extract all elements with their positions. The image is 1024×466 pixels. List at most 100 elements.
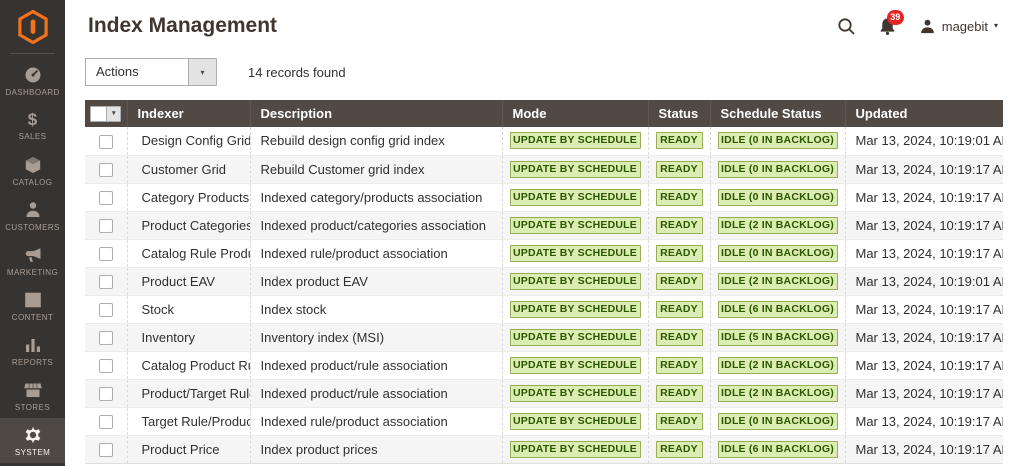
- column-header-updated: Updated: [845, 100, 1003, 127]
- indexer-cell: Product/Target Rule: [127, 379, 250, 407]
- sidebar-item-label: MARKETING: [7, 268, 58, 277]
- sidebar-item-system[interactable]: SYSTEM: [0, 418, 65, 463]
- mode-badge: UPDATE BY SCHEDULE: [510, 357, 641, 374]
- schedule-status-badge: IDLE (6 IN BACKLOG): [718, 301, 838, 318]
- row-checkbox[interactable]: [99, 247, 113, 261]
- table-header-row: ▾ Indexer Description Mode Status Schedu…: [85, 100, 1003, 127]
- sales-icon: $: [28, 111, 37, 129]
- mode-badge: UPDATE BY SCHEDULE: [510, 441, 641, 458]
- sidebar-item-stores[interactable]: STORES: [0, 373, 65, 418]
- updated-cell: Mar 13, 2024, 10:19:17 AM: [845, 351, 1003, 379]
- sidebar-item-label: SYSTEM: [15, 448, 50, 457]
- row-checkbox[interactable]: [99, 303, 113, 317]
- schedule-status-badge: IDLE (0 IN BACKLOG): [718, 189, 838, 206]
- indexer-cell: Catalog Product Rule: [127, 351, 250, 379]
- sidebar-item-label: STORES: [15, 403, 50, 412]
- header-actions: 39 magebit ▾: [837, 17, 998, 36]
- description-cell: Index stock: [250, 295, 502, 323]
- indexer-cell: Inventory: [127, 323, 250, 351]
- indexer-cell: Catalog Rule Product: [127, 239, 250, 267]
- mode-badge: UPDATE BY SCHEDULE: [510, 217, 641, 234]
- sidebar-item-marketing[interactable]: MARKETING: [0, 238, 65, 283]
- search-icon: [837, 17, 856, 36]
- indexer-cell: Stock: [127, 295, 250, 323]
- table-row: Product Categories Indexed product/categ…: [85, 211, 1003, 239]
- mode-badge: UPDATE BY SCHEDULE: [510, 189, 641, 206]
- table-row: Inventory Inventory index (MSI) UPDATE B…: [85, 323, 1003, 351]
- table-row: Design Config Grid Rebuild design config…: [85, 127, 1003, 155]
- table-row: Customer Grid Rebuild Customer grid inde…: [85, 155, 1003, 183]
- sidebar-item-dashboard[interactable]: DASHBOARD: [0, 58, 65, 103]
- row-checkbox[interactable]: [99, 443, 113, 457]
- row-checkbox[interactable]: [99, 163, 113, 177]
- description-cell: Indexed rule/product association: [250, 239, 502, 267]
- schedule-status-badge: IDLE (0 IN BACKLOG): [718, 132, 838, 149]
- sidebar-divider: [10, 53, 55, 54]
- indexer-cell: Target Rule/Product: [127, 407, 250, 435]
- actions-dropdown[interactable]: Actions ▾: [85, 58, 217, 86]
- row-checkbox[interactable]: [99, 191, 113, 205]
- table-row: Catalog Product Rule Indexed product/rul…: [85, 351, 1003, 379]
- table-row: Product/Target Rule Indexed product/rule…: [85, 379, 1003, 407]
- indexer-cell: Customer Grid: [127, 155, 250, 183]
- catalog-icon: [23, 155, 43, 175]
- column-header-status: Status: [648, 100, 710, 127]
- chevron-down-icon: ▾: [188, 59, 216, 85]
- actions-dropdown-label: Actions: [86, 59, 188, 85]
- column-header-indexer: Indexer: [127, 100, 250, 127]
- global-search-button[interactable]: [837, 17, 856, 36]
- updated-cell: Mar 13, 2024, 10:19:17 AM: [845, 155, 1003, 183]
- description-cell: Indexed product/rule association: [250, 351, 502, 379]
- table-row: Catalog Rule Product Indexed rule/produc…: [85, 239, 1003, 267]
- table-row: Category Products Indexed category/produ…: [85, 183, 1003, 211]
- row-checkbox[interactable]: [99, 387, 113, 401]
- sidebar-item-label: CATALOG: [13, 178, 53, 187]
- row-checkbox[interactable]: [99, 331, 113, 345]
- mode-badge: UPDATE BY SCHEDULE: [510, 385, 641, 402]
- sidebar-item-label: CUSTOMERS: [5, 223, 60, 232]
- row-checkbox[interactable]: [99, 219, 113, 233]
- table-row: Stock Index stock UPDATE BY SCHEDULE REA…: [85, 295, 1003, 323]
- user-menu[interactable]: magebit ▾: [919, 18, 998, 35]
- column-header-description: Description: [250, 100, 502, 127]
- magento-logo[interactable]: [0, 0, 65, 53]
- records-count: 14 records found: [248, 65, 346, 80]
- sidebar-item-label: DASHBOARD: [5, 88, 59, 97]
- mode-badge: UPDATE BY SCHEDULE: [510, 132, 641, 149]
- row-checkbox[interactable]: [99, 359, 113, 373]
- schedule-status-badge: IDLE (2 IN BACKLOG): [718, 385, 838, 402]
- status-badge: READY: [656, 273, 703, 290]
- updated-cell: Mar 13, 2024, 10:19:01 AM: [845, 267, 1003, 295]
- notifications-button[interactable]: 39: [878, 17, 897, 36]
- sidebar-item-sales[interactable]: $ SALES: [0, 103, 65, 148]
- sidebar-item-catalog[interactable]: CATALOG: [0, 148, 65, 193]
- status-badge: READY: [656, 217, 703, 234]
- row-checkbox[interactable]: [99, 415, 113, 429]
- schedule-status-badge: IDLE (0 IN BACKLOG): [718, 161, 838, 178]
- sidebar-item-content[interactable]: CONTENT: [0, 283, 65, 328]
- schedule-status-badge: IDLE (2 IN BACKLOG): [718, 273, 838, 290]
- status-badge: READY: [656, 385, 703, 402]
- sidebar-nav: DASHBOARD $ SALES CATALOG CUSTOMERS MAR: [0, 58, 65, 463]
- table-row: Product Price Index product prices UPDAT…: [85, 435, 1003, 463]
- description-cell: Indexed product/categories association: [250, 211, 502, 239]
- content-icon: [23, 290, 43, 310]
- system-gear-icon: [23, 425, 43, 445]
- chevron-down-icon: ▾: [106, 107, 120, 121]
- updated-cell: Mar 13, 2024, 10:19:17 AM: [845, 183, 1003, 211]
- description-cell: Indexed rule/product association: [250, 407, 502, 435]
- row-checkbox[interactable]: [99, 275, 113, 289]
- sidebar-item-customers[interactable]: CUSTOMERS: [0, 193, 65, 238]
- page-header: Index Management 39 mage: [65, 0, 1024, 48]
- status-badge: READY: [656, 301, 703, 318]
- indexer-cell: Category Products: [127, 183, 250, 211]
- mode-badge: UPDATE BY SCHEDULE: [510, 161, 641, 178]
- row-checkbox[interactable]: [99, 135, 113, 149]
- schedule-status-badge: IDLE (2 IN BACKLOG): [718, 217, 838, 234]
- select-all-dropdown[interactable]: ▾: [90, 106, 121, 122]
- sidebar-item-reports[interactable]: REPORTS: [0, 328, 65, 373]
- main-content: Index Management 39 mage: [65, 0, 1024, 466]
- indexer-cell: Design Config Grid: [127, 127, 250, 155]
- sidebar-item-label: REPORTS: [12, 358, 53, 367]
- status-badge: READY: [656, 245, 703, 262]
